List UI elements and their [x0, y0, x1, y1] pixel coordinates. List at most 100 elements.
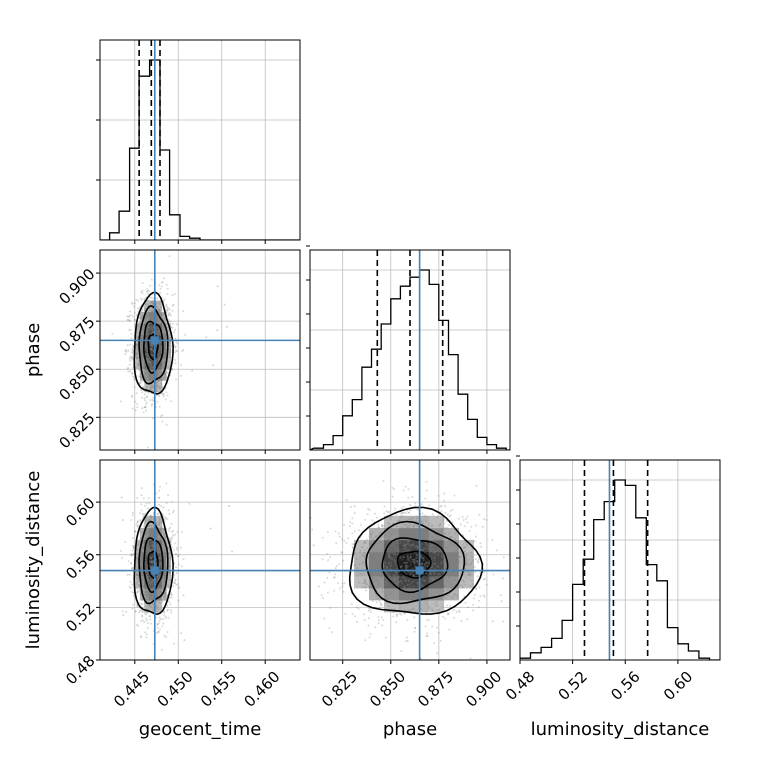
- contour-level-2: [143, 537, 164, 594]
- scatter-point: [156, 523, 159, 526]
- scatter-point: [136, 604, 139, 607]
- scatter-point: [152, 607, 155, 610]
- scatter-point: [447, 612, 449, 615]
- scatter-point: [408, 571, 411, 574]
- scatter-point: [144, 403, 147, 406]
- scatter-point: [457, 551, 460, 554]
- scatter-point: [412, 561, 415, 564]
- density-cell: [157, 346, 163, 358]
- scatter-point: [148, 525, 151, 528]
- scatter-point: [136, 402, 139, 405]
- scatter-point: [378, 548, 381, 551]
- scatter-point: [145, 357, 148, 360]
- scatter-point: [405, 567, 408, 570]
- scatter-point: [155, 382, 158, 385]
- scatter-point: [376, 597, 379, 600]
- scatter-point: [375, 579, 378, 582]
- scatter-point: [149, 399, 152, 402]
- scatter-point: [142, 590, 145, 593]
- scatter-point: [385, 572, 388, 575]
- scatter-point: [159, 557, 161, 560]
- scatter-point: [400, 512, 403, 515]
- scatter-point: [159, 340, 162, 343]
- scatter-point: [149, 585, 152, 588]
- scatter-point: [163, 277, 165, 280]
- scatter-point: [133, 545, 135, 547]
- scatter-point: [159, 582, 162, 585]
- scatter-point: [428, 547, 431, 550]
- scatter-point: [173, 582, 176, 585]
- scatter-point: [368, 585, 370, 588]
- scatter-point: [427, 588, 430, 591]
- scatter-point: [146, 359, 149, 362]
- scatter-point: [162, 528, 165, 531]
- scatter-point: [141, 615, 144, 618]
- scatter-point: [454, 558, 457, 561]
- scatter-point: [426, 618, 428, 621]
- panel-grid-0-0: [100, 40, 300, 240]
- scatter-point: [415, 557, 418, 560]
- scatter-point: [390, 530, 393, 532]
- scatter-point: [159, 590, 162, 593]
- density-cell: [144, 346, 150, 358]
- scatter-point: [483, 595, 486, 598]
- scatter-point: [145, 303, 147, 306]
- scatter-point: [136, 565, 139, 568]
- scatter-point: [158, 489, 161, 492]
- scatter-point: [380, 616, 383, 619]
- scatter-point: [134, 572, 137, 575]
- scatter-point: [166, 309, 169, 312]
- scatter-point: [145, 550, 148, 553]
- scatter-point: [427, 545, 430, 548]
- scatter-point: [406, 555, 409, 558]
- scatter-point: [145, 554, 148, 557]
- scatter-point: [364, 518, 367, 521]
- scatter-point: [174, 362, 177, 365]
- scatter-point: [416, 508, 419, 511]
- scatter-point: [152, 587, 155, 589]
- scatter-point: [446, 589, 448, 592]
- scatter-point: [385, 566, 388, 569]
- scatter-point: [145, 356, 148, 358]
- scatter-point: [378, 539, 381, 542]
- scatter-point: [344, 612, 347, 615]
- scatter-point: [131, 407, 134, 410]
- scatter-point: [157, 611, 160, 614]
- scatter-point: [149, 541, 152, 544]
- scatter-point: [360, 546, 363, 549]
- scatter-point: [146, 548, 149, 551]
- scatter-point: [148, 528, 151, 531]
- scatter-point: [175, 546, 178, 549]
- scatter-point: [133, 595, 136, 597]
- scatter-point: [158, 355, 161, 358]
- density-cell: [144, 539, 150, 553]
- scatter-point: [131, 591, 134, 593]
- scatter-point: [338, 563, 340, 566]
- density-cell: [157, 300, 163, 313]
- scatter-point: [157, 599, 160, 602]
- scatter-point: [149, 549, 151, 552]
- scatter-point: [448, 589, 451, 592]
- scatter-point: [174, 542, 177, 545]
- scatter-point: [156, 390, 158, 393]
- scatter-point: [148, 388, 151, 391]
- scatter-point: [164, 571, 167, 574]
- scatter-point: [368, 542, 371, 545]
- scatter-point: [150, 526, 153, 529]
- density-cell: [166, 576, 171, 589]
- scatter-point: [158, 549, 161, 552]
- scatter-point: [146, 626, 149, 629]
- scatter-point: [148, 328, 151, 331]
- scatter-point: [158, 546, 160, 549]
- scatter-point: [150, 300, 153, 303]
- scatter-point: [351, 532, 354, 535]
- scatter-point: [416, 560, 419, 563]
- scatter-point: [145, 586, 148, 589]
- scatter-point: [401, 576, 404, 579]
- scatter-point: [136, 548, 139, 551]
- scatter-point: [163, 544, 166, 547]
- scatter-point: [364, 639, 367, 642]
- scatter-point: [231, 550, 234, 553]
- scatter-point: [162, 326, 165, 329]
- scatter-point: [289, 604, 291, 606]
